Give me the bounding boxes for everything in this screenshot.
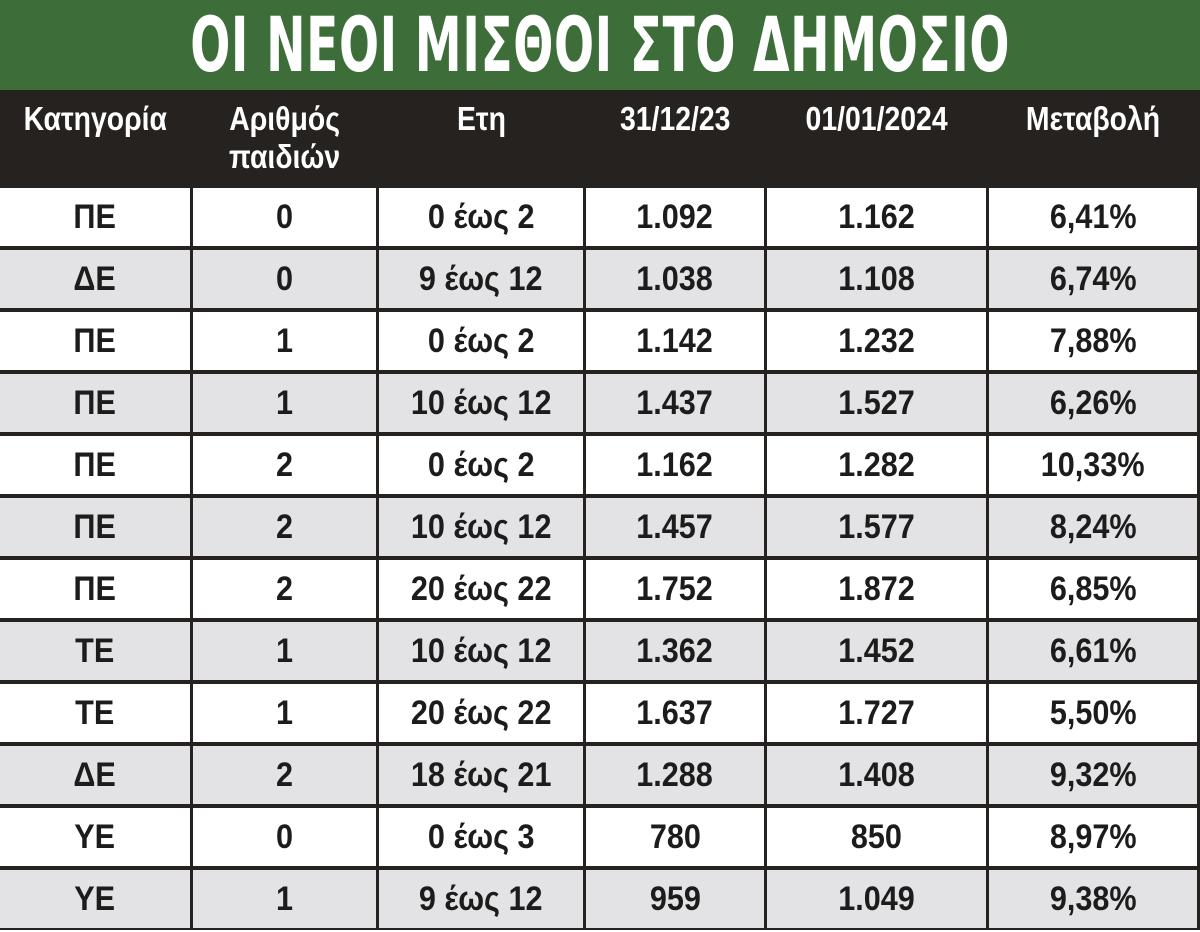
column-header-salary-2023: 31/12/23 xyxy=(619,100,731,137)
cell-category: ΠΕ xyxy=(0,498,190,556)
cell-salary-2023: 1.038 xyxy=(586,250,764,308)
cell-salary-2024: 1.408 xyxy=(767,746,986,804)
cell-salary-2024: 1.049 xyxy=(767,870,986,928)
table-row: ΠΕ 1 0 έως 2 1.142 1.232 7,88% xyxy=(0,310,1200,372)
cell-years: 10 έως 12 xyxy=(379,622,583,680)
column-header-change: Μεταβολή xyxy=(1025,100,1161,137)
cell-salary-2024: 1.527 xyxy=(767,374,986,432)
cell-category: ΤΕ xyxy=(0,622,190,680)
cell-salary-2024: 1.108 xyxy=(767,250,986,308)
cell-salary-2023: 959 xyxy=(586,870,764,928)
cell-change: 6,26% xyxy=(989,374,1197,432)
cell-children: 0 xyxy=(193,808,376,866)
cell-category: ΠΕ xyxy=(0,374,190,432)
cell-salary-2023: 1.362 xyxy=(586,622,764,680)
cell-category: ΠΕ xyxy=(0,188,190,246)
cell-years: 0 έως 2 xyxy=(379,436,583,494)
cell-years: 10 έως 12 xyxy=(379,498,583,556)
cell-salary-2023: 1.142 xyxy=(586,312,764,370)
cell-category: ΥΕ xyxy=(0,870,190,928)
column-header-category: Κατηγορία xyxy=(23,100,167,137)
cell-salary-2024: 1.727 xyxy=(767,684,986,742)
cell-change: 7,88% xyxy=(989,312,1197,370)
table-row: ΠΕ 1 10 έως 12 1.437 1.527 6,26% xyxy=(0,372,1200,434)
column-header-salary-2024: 01/01/2024 xyxy=(805,100,948,137)
cell-change: 6,61% xyxy=(989,622,1197,680)
table-row: ΥΕ 1 9 έως 12 959 1.049 9,38% xyxy=(0,868,1200,930)
cell-change: 8,24% xyxy=(989,498,1197,556)
cell-salary-2023: 780 xyxy=(586,808,764,866)
cell-years: 20 έως 22 xyxy=(379,560,583,618)
cell-children: 1 xyxy=(193,312,376,370)
cell-salary-2023: 1.162 xyxy=(586,436,764,494)
table-row: ΤΕ 1 20 έως 22 1.637 1.727 5,50% xyxy=(0,682,1200,744)
cell-years: 20 έως 22 xyxy=(379,684,583,742)
table-row: ΠΕ 2 0 έως 2 1.162 1.282 10,33% xyxy=(0,434,1200,496)
cell-children: 1 xyxy=(193,684,376,742)
cell-salary-2023: 1.092 xyxy=(586,188,764,246)
cell-salary-2023: 1.637 xyxy=(586,684,764,742)
cell-salary-2023: 1.437 xyxy=(586,374,764,432)
cell-change: 9,38% xyxy=(989,870,1197,928)
cell-salary-2024: 1.577 xyxy=(767,498,986,556)
table-header-row: Κατηγορία Αριθμός παιδιών Ετη 31/12/23 01/01… xyxy=(0,90,1200,186)
table-row: ΔΕ 0 9 έως 12 1.038 1.108 6,74% xyxy=(0,248,1200,310)
cell-change: 5,50% xyxy=(989,684,1197,742)
cell-years: 0 έως 2 xyxy=(379,312,583,370)
cell-salary-2023: 1.457 xyxy=(586,498,764,556)
cell-salary-2024: 1.162 xyxy=(767,188,986,246)
table-title: ΟΙ ΝΕΟΙ ΜΙΣΘΟΙ ΣΤΟ ΔΗΜΟΣΙΟ xyxy=(190,0,1010,89)
cell-years: 9 έως 12 xyxy=(379,250,583,308)
cell-salary-2024: 1.282 xyxy=(767,436,986,494)
table-row: ΠΕ 2 10 έως 12 1.457 1.577 8,24% xyxy=(0,496,1200,558)
cell-salary-2024: 1.232 xyxy=(767,312,986,370)
cell-children: 0 xyxy=(193,188,376,246)
cell-years: 10 έως 12 xyxy=(379,374,583,432)
cell-change: 8,97% xyxy=(989,808,1197,866)
cell-change: 6,41% xyxy=(989,188,1197,246)
cell-children: 1 xyxy=(193,374,376,432)
cell-children: 1 xyxy=(193,870,376,928)
cell-years: 0 έως 2 xyxy=(379,188,583,246)
cell-salary-2024: 850 xyxy=(767,808,986,866)
table-body: ΠΕ 0 0 έως 2 1.092 1.162 6,41% ΔΕ 0 9 έως 12 1.03… xyxy=(0,186,1200,930)
cell-children: 2 xyxy=(193,560,376,618)
cell-children: 2 xyxy=(193,436,376,494)
cell-change: 6,85% xyxy=(989,560,1197,618)
table-row: ΔΕ 2 18 έως 21 1.288 1.408 9,32% xyxy=(0,744,1200,806)
column-header-children: Αριθμός παιδιών xyxy=(228,100,341,175)
cell-salary-2023: 1.752 xyxy=(586,560,764,618)
table-row: ΤΕ 1 10 έως 12 1.362 1.452 6,61% xyxy=(0,620,1200,682)
title-bar: ΟΙ ΝΕΟΙ ΜΙΣΘΟΙ ΣΤΟ ΔΗΜΟΣΙΟ xyxy=(0,0,1200,90)
cell-category: ΠΕ xyxy=(0,560,190,618)
cell-salary-2023: 1.288 xyxy=(586,746,764,804)
cell-years: 18 έως 21 xyxy=(379,746,583,804)
cell-change: 9,32% xyxy=(989,746,1197,804)
table-row: ΠΕ 0 0 έως 2 1.092 1.162 6,41% xyxy=(0,186,1200,248)
cell-children: 1 xyxy=(193,622,376,680)
column-header-years: Ετη xyxy=(456,100,506,137)
cell-category: ΠΕ xyxy=(0,436,190,494)
cell-category: ΥΕ xyxy=(0,808,190,866)
cell-children: 2 xyxy=(193,498,376,556)
cell-change: 6,74% xyxy=(989,250,1197,308)
cell-category: ΔΕ xyxy=(0,250,190,308)
cell-salary-2024: 1.452 xyxy=(767,622,986,680)
table-row: ΠΕ 2 20 έως 22 1.752 1.872 6,85% xyxy=(0,558,1200,620)
cell-children: 2 xyxy=(193,746,376,804)
cell-category: ΠΕ xyxy=(0,312,190,370)
cell-change: 10,33% xyxy=(989,436,1197,494)
cell-category: ΤΕ xyxy=(0,684,190,742)
cell-children: 0 xyxy=(193,250,376,308)
cell-years: 0 έως 3 xyxy=(379,808,583,866)
table-row: ΥΕ 0 0 έως 3 780 850 8,97% xyxy=(0,806,1200,868)
cell-years: 9 έως 12 xyxy=(379,870,583,928)
cell-category: ΔΕ xyxy=(0,746,190,804)
cell-salary-2024: 1.872 xyxy=(767,560,986,618)
